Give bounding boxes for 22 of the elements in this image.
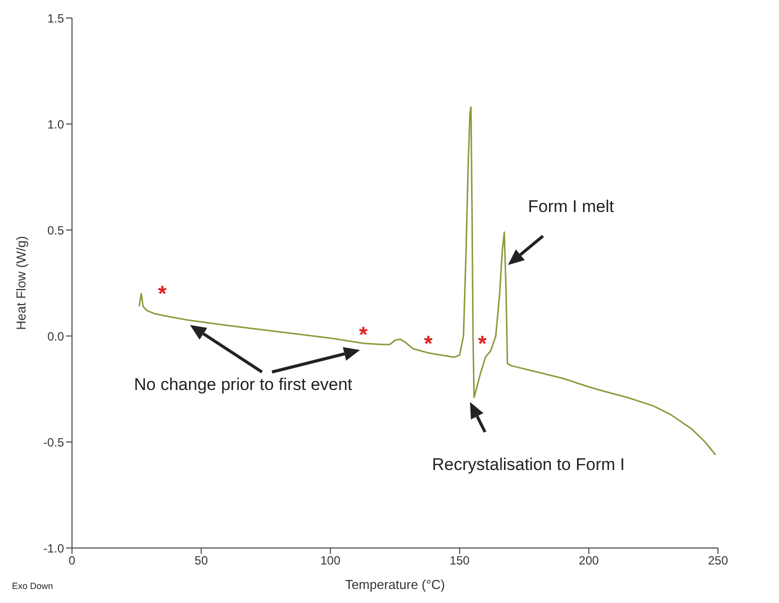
annotation: * (424, 331, 434, 356)
y-tick-label: -1.0 (43, 541, 64, 556)
x-tick-label: 50 (194, 554, 208, 568)
x-tick-label: 200 (578, 554, 600, 568)
y-tick-label: -0.5 (43, 435, 64, 450)
annotation: No change prior to first event (134, 375, 354, 395)
x-tick-label: 250 (708, 554, 728, 568)
y-axis-title: Heat Flow (W/g) (13, 236, 28, 330)
y-tick-label: 1.0 (47, 117, 64, 132)
annotation: Form I melt (528, 197, 615, 217)
annotation: * (359, 322, 369, 348)
x-tick-label: 0 (68, 554, 76, 568)
x-tick-label: 150 (450, 554, 470, 568)
annotation: * (158, 281, 168, 306)
y-tick-label: 1.5 (47, 11, 64, 26)
annotation: * (478, 331, 488, 356)
y-tick-label: 0.0 (47, 329, 64, 344)
text: Exo Down (12, 581, 54, 592)
annotation: Recrystalisation to Form I (432, 455, 626, 475)
x-tick-label: 100 (320, 554, 341, 568)
x-axis-title: Temperature (°C) (345, 577, 445, 592)
y-tick-label: 0.5 (47, 223, 64, 238)
